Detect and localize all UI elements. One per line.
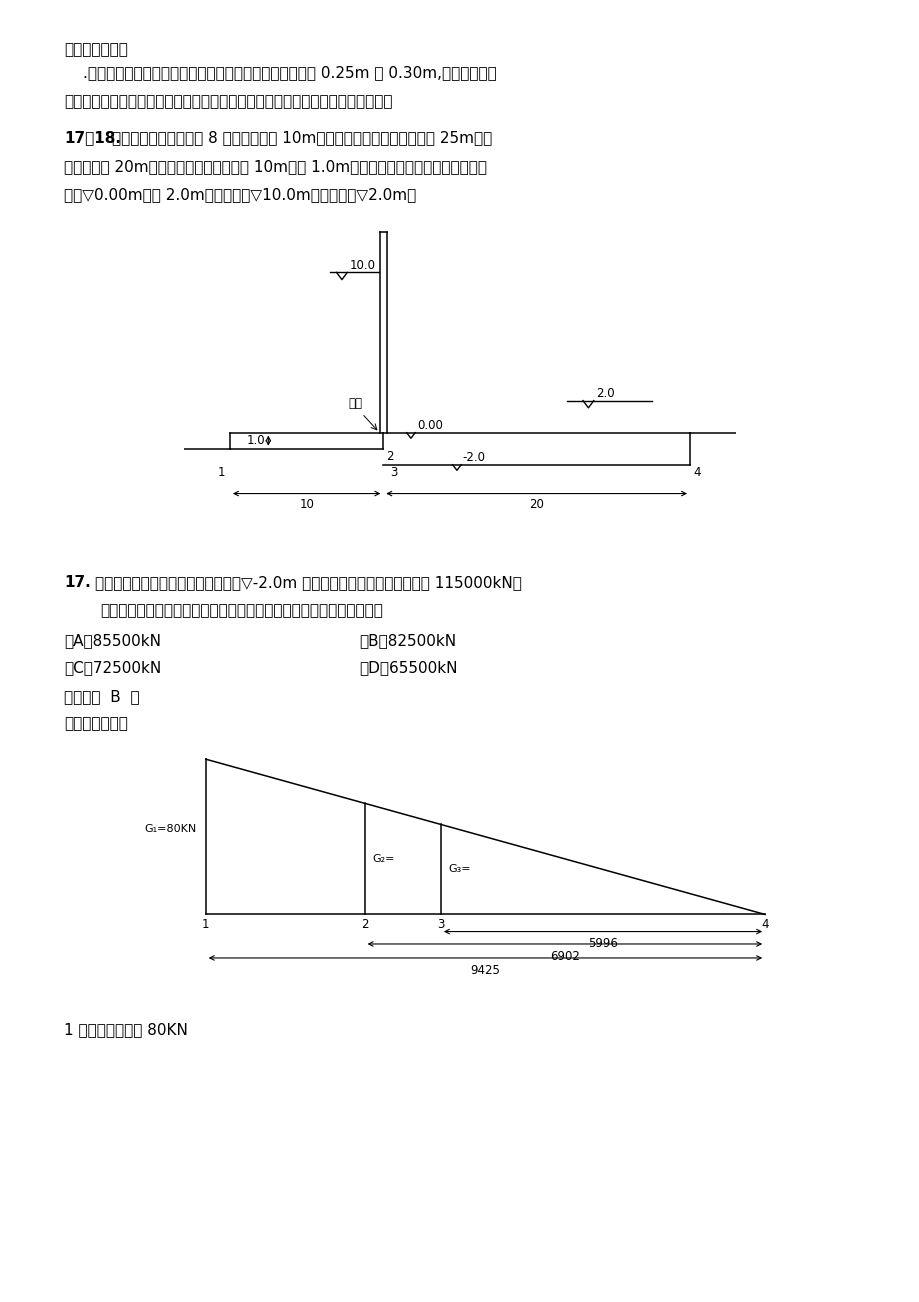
- Text: 2: 2: [360, 918, 368, 931]
- Text: 止水: 止水: [348, 397, 362, 410]
- Text: 4: 4: [692, 466, 699, 479]
- Text: 1: 1: [218, 466, 225, 479]
- Text: （A）85500kN: （A）85500kN: [64, 633, 161, 648]
- Text: 主要解答过程：: 主要解答过程：: [64, 42, 128, 57]
- Text: 不计风浪、泥沙压力，下列哪个选项最接近单联闸底板的总垂直力值？: 不计风浪、泥沙压力，下列哪个选项最接近单联闸底板的总垂直力值？: [100, 603, 382, 618]
- Text: G₂=: G₂=: [372, 854, 394, 865]
- Text: 17～18.: 17～18.: [64, 130, 121, 146]
- Text: 3: 3: [390, 466, 397, 479]
- Text: 0.00: 0.00: [416, 419, 442, 432]
- Text: 控制工况，比较正常蓄水和正常挡潮工况，挡潮水头差大，为抗滑稳定控制工况。: 控制工况，比较正常蓄水和正常挡潮工况，挡潮水头差大，为抗滑稳定控制工况。: [64, 94, 392, 109]
- Text: （B）82500kN: （B）82500kN: [358, 633, 456, 648]
- Text: 室顺水流长 20m，闸前钢筋混凝土铺盖长 10m，厚 1.0m，止水设在板厚中间。闸室底板顶: 室顺水流长 20m，闸前钢筋混凝土铺盖长 10m，厚 1.0m，止水设在板厚中间…: [64, 159, 487, 174]
- Text: 某水闸建在岩基上，共 8 孔，每孔净宽 10m，两孔一联浮筏式，每联底宽 25m，闸: 某水闸建在岩基上，共 8 孔，每孔净宽 10m，两孔一联浮筏式，每联底宽 25m…: [112, 130, 492, 146]
- Text: 1 点的渗透压力为 80KN: 1 点的渗透压力为 80KN: [64, 1022, 188, 1038]
- Text: （D）65500kN: （D）65500kN: [358, 660, 457, 676]
- Text: .防潮闸过设计或过校核洪水时，过闸水头差较小，分别为 0.25m 和 0.30m,不是抗滑稳定: .防潮闸过设计或过校核洪水时，过闸水头差较小，分别为 0.25m 和 0.30m…: [83, 65, 496, 81]
- Text: 10: 10: [299, 499, 313, 512]
- Text: 17.: 17.: [64, 575, 91, 591]
- Text: 9425: 9425: [470, 963, 500, 976]
- Text: -2.0: -2.0: [462, 450, 485, 464]
- Text: 5996: 5996: [587, 937, 618, 950]
- Text: 6902: 6902: [550, 949, 579, 962]
- Text: 1.0: 1.0: [246, 434, 265, 447]
- Text: 高程▽0.00m，厚 2.0m，上游水位▽10.0m，下游水位▽2.0m。: 高程▽0.00m，厚 2.0m，上游水位▽10.0m，下游水位▽2.0m。: [64, 187, 416, 203]
- Text: 渗透压力按直线分布法计算，闸底板▽-2.0m 高程以上每联闸室垂直荷载总重 115000kN，: 渗透压力按直线分布法计算，闸底板▽-2.0m 高程以上每联闸室垂直荷载总重 11…: [95, 575, 521, 591]
- Text: （C）72500kN: （C）72500kN: [64, 660, 162, 676]
- Text: 20: 20: [528, 499, 543, 512]
- Text: 主要解答过程：: 主要解答过程：: [64, 716, 128, 732]
- Text: 2: 2: [386, 450, 393, 464]
- Text: 1: 1: [202, 918, 210, 931]
- Text: G₃=: G₃=: [448, 865, 471, 875]
- Text: 3: 3: [437, 918, 444, 931]
- Text: G₁=80KN: G₁=80KN: [143, 824, 196, 835]
- Text: 4: 4: [761, 918, 768, 931]
- Text: 答案：（  B  ）: 答案：（ B ）: [64, 689, 140, 704]
- Text: 10.0: 10.0: [349, 259, 375, 272]
- Text: 2.0: 2.0: [596, 387, 614, 400]
